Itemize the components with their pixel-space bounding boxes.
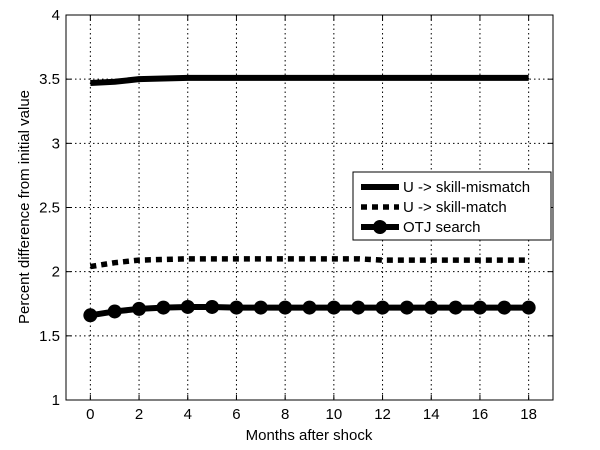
legend-label: U -> skill-match — [403, 199, 507, 216]
series-point — [180, 299, 195, 314]
legend-marker — [373, 220, 387, 234]
legend-label: OTJ search — [403, 219, 481, 236]
series-point — [351, 300, 366, 315]
series-point — [472, 300, 487, 315]
x-tick-label: 8 — [281, 406, 289, 423]
series-point — [375, 300, 390, 315]
legend-item: OTJ search — [361, 219, 481, 236]
x-tick-label: 4 — [184, 406, 192, 423]
legend-item: U -> skill-match — [361, 199, 507, 216]
series-2 — [89, 256, 529, 270]
series-point — [521, 300, 536, 315]
x-axis-title: Months after shock — [246, 427, 373, 444]
series-point — [83, 308, 98, 323]
y-tick-label: 2 — [52, 264, 60, 281]
y-tick-label: 1 — [52, 392, 60, 409]
series-point — [278, 300, 293, 315]
x-tick-label: 14 — [423, 406, 440, 423]
series-line — [90, 74, 529, 87]
x-tick-label: 10 — [326, 406, 343, 423]
series-point — [253, 300, 268, 315]
series-point — [448, 300, 463, 315]
series-point — [399, 300, 414, 315]
y-axis-title: Percent difference from initial value — [16, 90, 33, 324]
x-tick-label: 18 — [520, 406, 537, 423]
series-point — [132, 301, 147, 316]
y-tick-label: 2.5 — [39, 200, 60, 217]
x-tick-label: 2 — [135, 406, 143, 423]
series-point — [156, 300, 171, 315]
y-tick-label: 3 — [52, 135, 60, 152]
x-tick-label: 6 — [232, 406, 240, 423]
series-point — [302, 300, 317, 315]
legend-item: U -> skill-mismatch — [361, 179, 530, 196]
series-point — [107, 304, 122, 319]
x-tick-label: 16 — [472, 406, 489, 423]
legend-label: U -> skill-mismatch — [403, 179, 530, 196]
series-line — [89, 256, 529, 270]
series-point — [424, 300, 439, 315]
series-layer — [83, 74, 536, 323]
y-tick-label: 1.5 — [39, 328, 60, 345]
series-3 — [83, 299, 536, 323]
y-tick-label: 4 — [52, 7, 60, 24]
y-tick-label: 3.5 — [39, 71, 60, 88]
series-1 — [90, 74, 529, 87]
series-point — [205, 299, 220, 314]
axis-ticks: 0 2 4 6 8 10 12 14 16 18 1 1.5 2 2.5 3 3.5 4 — [39, 7, 553, 423]
series-point — [229, 300, 244, 315]
series-point — [326, 300, 341, 315]
x-tick-label: 0 — [86, 406, 94, 423]
legend: U -> skill-mismatch U -> skill-match OTJ s… — [352, 171, 552, 241]
x-tick-label: 12 — [374, 406, 391, 423]
series-point — [497, 300, 512, 315]
